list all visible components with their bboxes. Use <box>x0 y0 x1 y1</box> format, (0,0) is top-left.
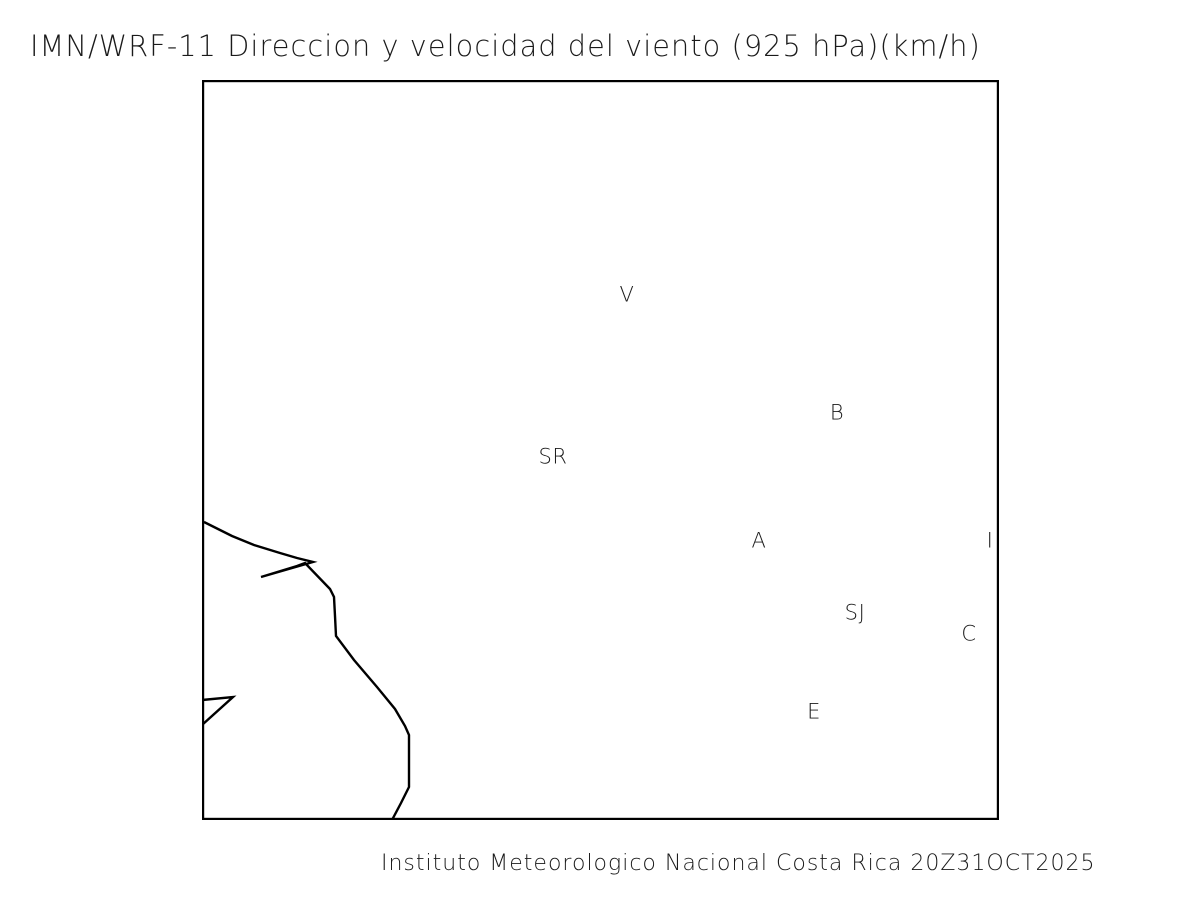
plot-border <box>202 80 999 820</box>
station-label-a: A <box>751 528 767 553</box>
coastline-overlay <box>202 520 411 820</box>
station-label-i: I <box>986 528 994 553</box>
map-plot-area: V B SR A I SJ C E <box>202 80 999 820</box>
station-label-v: V <box>619 282 635 307</box>
coastline-inlet <box>202 695 237 726</box>
station-label-b: B <box>829 400 845 425</box>
station-label-sr: SR <box>538 444 568 469</box>
map-frame <box>202 80 999 820</box>
page-title: IMN/WRF-11 Direccion y velocidad del vie… <box>30 29 981 63</box>
chart-footer: Instituto Meteorologico Nacional Costa R… <box>381 851 1096 876</box>
station-label-e: E <box>807 699 821 724</box>
station-label-sj: SJ <box>844 600 866 625</box>
coastline-main <box>203 520 411 820</box>
station-label-c: C <box>961 621 977 646</box>
